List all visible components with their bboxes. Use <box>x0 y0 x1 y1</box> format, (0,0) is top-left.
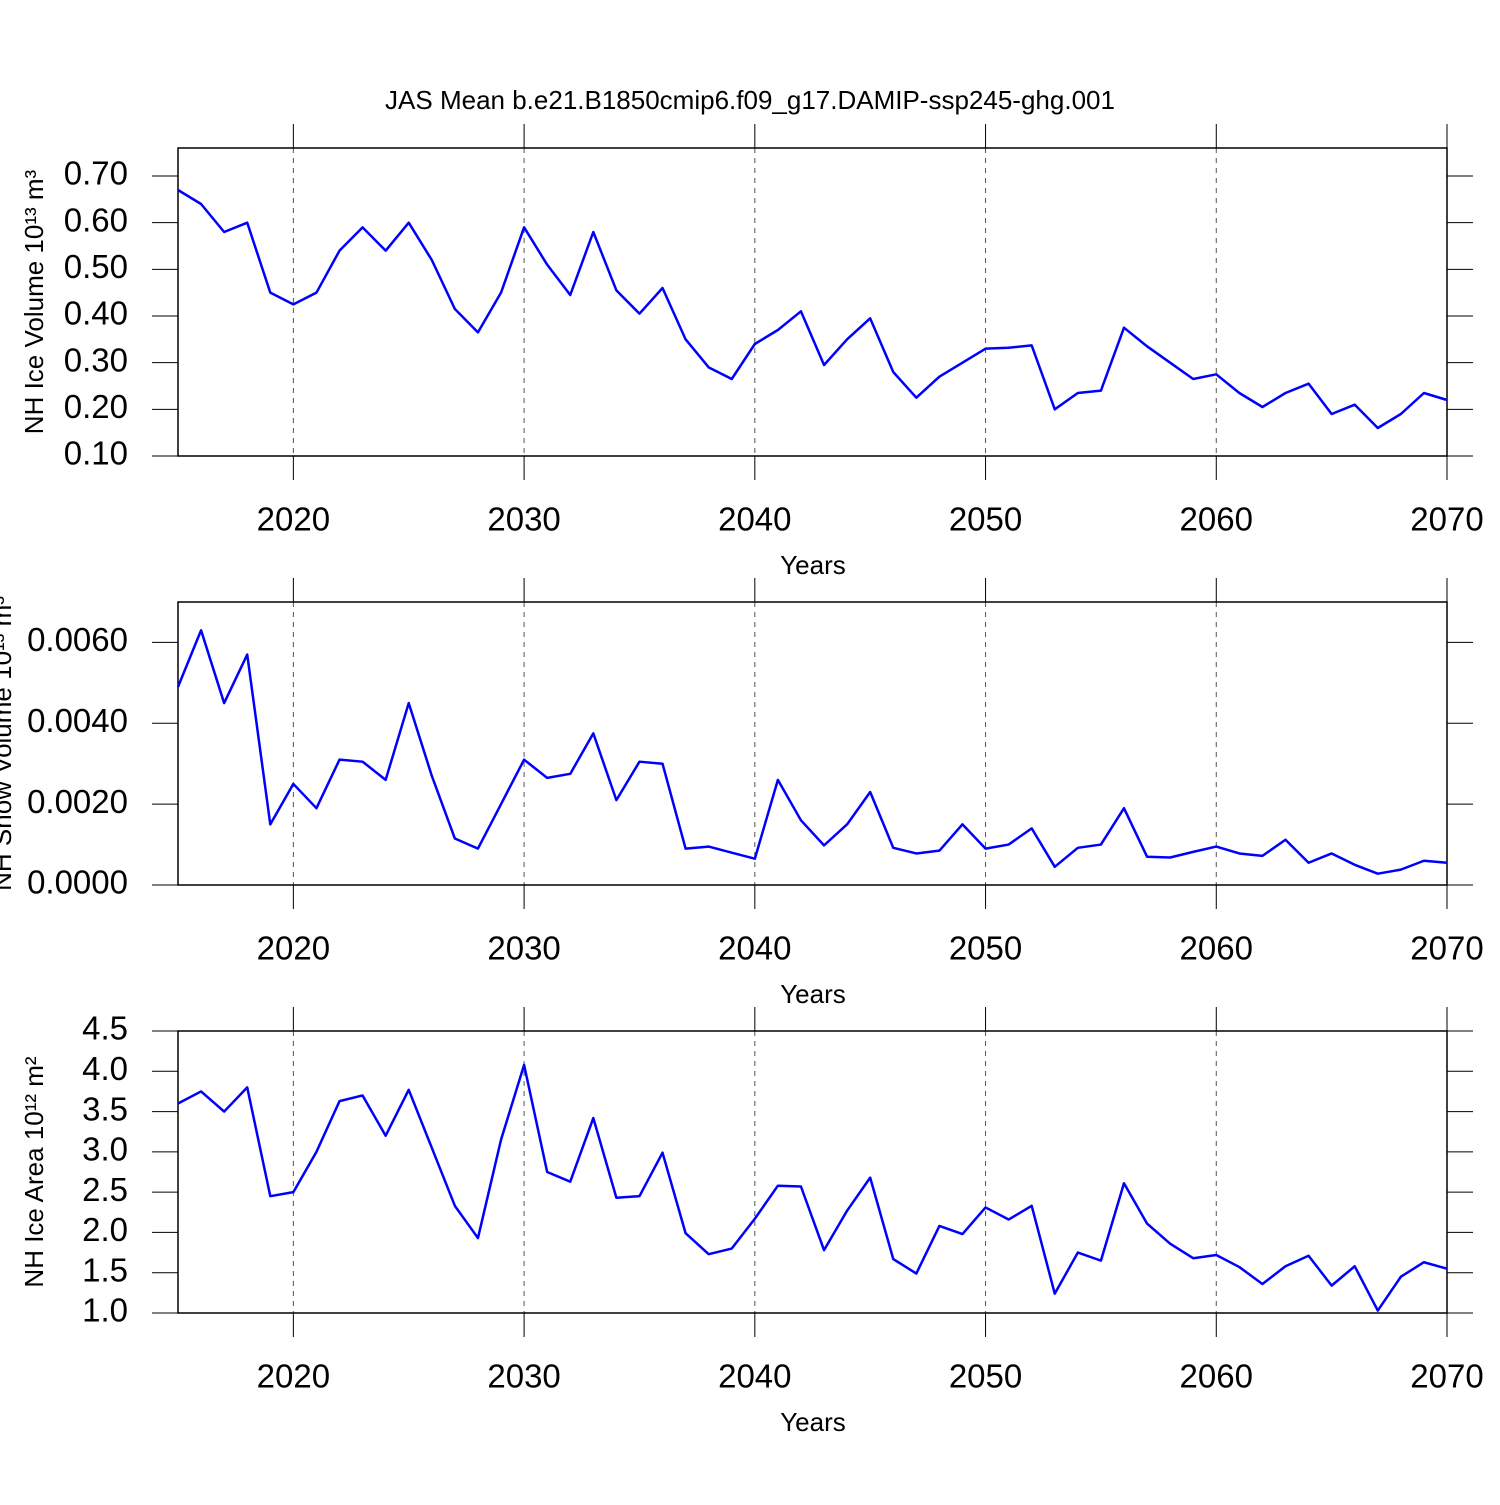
y-tick-label: 0.40 <box>64 295 128 332</box>
y-tick-label: 0.30 <box>64 341 128 378</box>
data-line <box>176 629 1448 875</box>
y-axis-label: NH Ice Area 10¹² m² <box>19 1056 49 1288</box>
y-axis-label: NH Ice Volume 10¹³ m³ <box>19 169 49 434</box>
y-tick-label: 0.0040 <box>27 702 128 739</box>
y-tick-label: 0.20 <box>64 388 128 425</box>
x-tick-label: 2070 <box>1410 1358 1483 1395</box>
x-tick-label: 2020 <box>257 930 330 967</box>
y-tick-label: 0.50 <box>64 248 128 285</box>
y-tick-label: 0.60 <box>64 201 128 238</box>
y-axis-label: NH Snow Volume 10¹³ m³ <box>0 596 17 891</box>
plot-frame <box>177 147 1448 457</box>
x-tick-label: 2060 <box>1180 1358 1253 1395</box>
y-tick-label: 0.0060 <box>27 621 128 658</box>
x-axis-label: Years <box>780 979 846 1009</box>
y-tick-label: 3.0 <box>82 1131 128 1168</box>
y-tick-label: 0.70 <box>64 155 128 192</box>
y-tick-label: 0.0020 <box>27 783 128 820</box>
data-line <box>177 1063 1448 1312</box>
plot-frame <box>177 1030 1448 1314</box>
y-tick-label: 0.10 <box>64 435 128 472</box>
x-tick-label: 2040 <box>718 1358 791 1395</box>
x-tick-label: 2050 <box>949 501 1022 538</box>
x-axis-label: Years <box>780 550 846 580</box>
y-tick-label: 3.5 <box>82 1090 128 1127</box>
plot-frame <box>177 601 1448 886</box>
y-tick-label: 1.5 <box>82 1251 128 1288</box>
y-tick-label: 1.0 <box>82 1292 128 1329</box>
x-tick-label: 2060 <box>1180 930 1253 967</box>
x-tick-label: 2020 <box>257 501 330 538</box>
x-tick-label: 2030 <box>487 1358 560 1395</box>
y-tick-label: 4.5 <box>82 1010 128 1047</box>
y-tick-label: 0.0000 <box>27 864 128 901</box>
chart-title: JAS Mean b.e21.B1850cmip6.f09_g17.DAMIP-… <box>385 85 1115 115</box>
x-tick-label: 2060 <box>1180 501 1253 538</box>
y-tick-label: 4.0 <box>82 1050 128 1087</box>
x-tick-label: 2020 <box>257 1358 330 1395</box>
x-tick-label: 2070 <box>1410 930 1483 967</box>
x-tick-label: 2070 <box>1410 501 1483 538</box>
y-tick-label: 2.0 <box>82 1211 128 1248</box>
x-tick-label: 2030 <box>487 930 560 967</box>
x-tick-label: 2030 <box>487 501 560 538</box>
y-tick-label: 2.5 <box>82 1171 128 1208</box>
data-line <box>177 188 1448 430</box>
x-tick-label: 2040 <box>718 930 791 967</box>
x-tick-label: 2050 <box>949 1358 1022 1395</box>
x-tick-label: 2050 <box>949 930 1022 967</box>
x-tick-label: 2040 <box>718 501 791 538</box>
x-axis-label: Years <box>780 1407 846 1437</box>
